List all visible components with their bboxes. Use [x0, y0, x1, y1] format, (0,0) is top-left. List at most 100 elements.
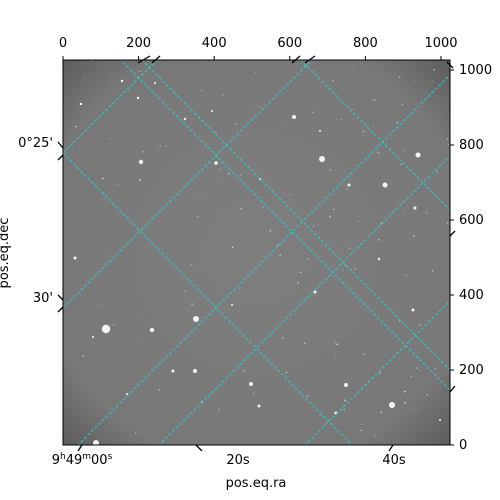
x-tick-label-top: 800: [353, 36, 378, 51]
faint-star: [296, 423, 298, 425]
faint-star: [93, 101, 95, 103]
faint-star: [217, 408, 220, 411]
world-tick: [195, 444, 203, 452]
grid-line: [63, 60, 313, 309]
ra-tick-label: 9h49m00s: [52, 452, 113, 468]
faint-star: [269, 229, 272, 232]
faint-star: [213, 193, 215, 195]
star: [231, 304, 233, 306]
faint-star: [415, 409, 417, 411]
star: [101, 324, 111, 334]
faint-star: [158, 389, 161, 392]
grid-line: [120, 60, 450, 391]
y-tick-label-right: 1000: [459, 63, 492, 78]
x-tick-label-top: 1000: [424, 36, 457, 51]
faint-star: [159, 145, 161, 147]
faint-star: [432, 81, 433, 83]
grid-line: [304, 300, 450, 445]
faint-star: [419, 324, 422, 326]
star: [138, 159, 144, 165]
faint-star: [235, 123, 237, 125]
faint-star: [329, 215, 332, 218]
plot-frame: [62, 59, 451, 446]
faint-star: [240, 207, 242, 210]
faint-star: [376, 151, 379, 154]
faint-star: [303, 342, 306, 345]
faint-star: [403, 149, 405, 152]
star: [183, 117, 187, 121]
faint-star: [401, 104, 404, 106]
faint-star: [334, 356, 336, 358]
star: [211, 110, 213, 112]
faint-star: [447, 143, 450, 146]
faint-star: [362, 130, 365, 133]
faint-star: [140, 337, 143, 339]
faint-star: [360, 429, 362, 432]
star-field: [63, 60, 450, 445]
faint-star: [370, 397, 372, 399]
faint-star: [239, 287, 241, 289]
faint-star: [397, 372, 399, 374]
star: [292, 115, 296, 119]
faint-star: [252, 393, 255, 395]
world-tick: [449, 385, 456, 393]
faint-star: [79, 148, 80, 150]
faint-star: [92, 216, 94, 218]
star: [382, 182, 388, 188]
star: [413, 206, 417, 210]
world-tick: [57, 294, 64, 301]
star: [171, 369, 175, 373]
faint-star: [396, 121, 399, 124]
faint-star: [333, 208, 335, 211]
faint-star: [403, 390, 406, 393]
pixel-axis-ticks: [62, 56, 454, 446]
faint-star: [102, 177, 104, 180]
ra-tick-label: 20s: [226, 453, 250, 468]
faint-star: [349, 247, 351, 250]
faint-star: [404, 402, 407, 404]
faint-star: [109, 137, 111, 139]
faint-star: [425, 211, 428, 214]
world-tick: [57, 306, 64, 313]
star: [79, 102, 83, 106]
faint-star: [117, 183, 119, 186]
faint-star: [334, 341, 336, 344]
grid-line: [63, 152, 353, 445]
faint-star: [309, 414, 310, 416]
faint-star: [386, 187, 388, 189]
y-tick-label-right: 800: [459, 138, 484, 153]
faint-star: [353, 108, 355, 110]
star: [73, 256, 77, 260]
faint-star: [336, 343, 338, 346]
faint-star: [312, 225, 314, 227]
world-tick: [388, 444, 394, 452]
faint-star: [306, 394, 309, 397]
faint-star: [375, 434, 377, 436]
faint-star: [97, 303, 99, 305]
world-tick: [449, 230, 456, 237]
faint-star: [216, 219, 218, 221]
faint-star: [262, 207, 264, 209]
world-tick: [57, 154, 64, 161]
grid-line: [63, 60, 158, 154]
faint-star: [360, 423, 363, 425]
y-axis-title: pos.eq.dec: [0, 218, 12, 289]
grid-line: [77, 74, 450, 445]
dec-tick-label: 30': [33, 291, 53, 306]
faint-star: [446, 221, 449, 224]
faint-star: [231, 246, 234, 249]
y-tick-label-right: 0: [459, 438, 467, 453]
faint-star: [378, 239, 380, 241]
sky-image: [63, 60, 450, 445]
y-tick-label-right: 600: [459, 213, 484, 228]
faint-star: [297, 281, 299, 284]
faint-star: [222, 94, 224, 96]
faint-star: [243, 370, 245, 372]
faint-star: [112, 323, 115, 326]
star: [193, 369, 197, 373]
faint-star: [410, 375, 412, 378]
faint-star: [283, 121, 285, 123]
faint-star: [353, 69, 355, 71]
star: [319, 156, 325, 162]
